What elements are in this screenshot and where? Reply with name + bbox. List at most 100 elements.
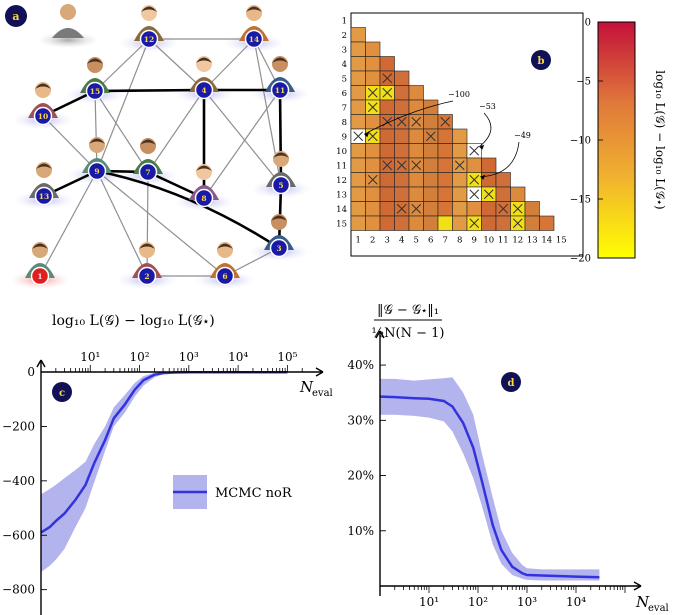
- node-10: [33, 106, 53, 126]
- heatmap-row-label-6: 6: [342, 89, 347, 99]
- y-tick-label-c-3: −600: [2, 528, 35, 542]
- annotation-arrowhead-2: [480, 174, 486, 180]
- heatmap-cross-15-9: [469, 218, 480, 229]
- heatmap-col-label-4: 4: [399, 236, 404, 246]
- node-label-7: 7: [145, 168, 150, 177]
- heatmap-row-label-1: 1: [342, 16, 347, 26]
- person-11-hair: [272, 57, 288, 63]
- panel-badge-a: a: [5, 5, 27, 27]
- heatmap-cell-13-8: [452, 186, 468, 202]
- heatmap-cell-15-5: [408, 215, 424, 231]
- annotation-arrowhead-0: [364, 132, 370, 138]
- heatmap-row-label-15: 15: [336, 219, 347, 229]
- person-2-hair: [139, 243, 155, 249]
- colorbar-tick-label-4: −20: [570, 254, 591, 265]
- heatmap-cell-9-7: [437, 128, 453, 144]
- heatmap-cross-13-10: [483, 189, 494, 200]
- edge-thick-15-4: [94, 88, 205, 93]
- x-tick-label-c-2: 10³: [179, 350, 199, 364]
- heatmap-cell-14-10: [481, 201, 497, 217]
- node-label-12: 12: [144, 35, 154, 44]
- heatmap-row-label-4: 4: [342, 60, 347, 70]
- heatmap-cell-13-7: [437, 186, 453, 202]
- node-14: [244, 29, 264, 49]
- x-axis-label-sub-d: eval: [648, 603, 669, 614]
- heatmap-row-label-8: 8: [342, 118, 347, 128]
- edge-4-7: [147, 89, 205, 173]
- band-c: [41, 372, 288, 572]
- heatmap-cross-5-3: [382, 73, 393, 84]
- node-label-6: 6: [222, 272, 227, 281]
- heatmap-cell-13-4: [394, 186, 410, 202]
- x-tick-label-c-1: 10²: [130, 350, 150, 364]
- person-5-hair: [273, 152, 289, 158]
- person-extra-head: [60, 4, 76, 20]
- x-tick-label-d-1: 10²: [468, 595, 488, 609]
- halo-extra: [38, 32, 98, 48]
- x-axis-arrow-d: [633, 581, 642, 591]
- heatmap-cell-8-2: [365, 114, 381, 130]
- edge-12-9: [96, 38, 150, 172]
- y-tick-label-c-0: 0: [27, 365, 35, 379]
- heatmap-cell-12-7: [437, 172, 453, 188]
- heatmap-cross-white-13-9: [469, 189, 480, 200]
- heatmap-cell-14-3: [379, 201, 395, 217]
- node-13: [34, 186, 54, 206]
- heatmap-cell-8-1: [350, 114, 366, 130]
- heatmap-cross-9-6: [425, 131, 436, 142]
- node-11: [270, 80, 290, 100]
- edge-9-2: [96, 170, 148, 277]
- x-tick-label-d-2: 10³: [517, 595, 537, 609]
- edge-14-4: [203, 38, 255, 91]
- heatmap-cell-7-1: [350, 99, 366, 115]
- colorbar-tick-label-1: −5: [576, 77, 591, 88]
- edge-9-6: [96, 170, 226, 277]
- node-5: [271, 175, 291, 195]
- heatmap-row-label-9: 9: [342, 132, 347, 142]
- node-label-9: 9: [94, 167, 99, 176]
- network-edges: [39, 38, 283, 277]
- person-10-hair: [35, 83, 51, 89]
- heatmap-cross-11-5: [411, 160, 422, 171]
- person-9-hair: [89, 138, 105, 144]
- node-label-13: 13: [39, 192, 49, 201]
- heatmap-cell-11-9: [466, 157, 482, 173]
- node-3: [269, 238, 289, 258]
- person-3-hair: [271, 215, 287, 221]
- heatmap-cell-11-1: [350, 157, 366, 173]
- series-line-d: [379, 395, 600, 579]
- edge-12-15: [94, 38, 150, 92]
- x-axis-label-d: N: [635, 593, 650, 611]
- heatmap-row-label-12: 12: [336, 176, 347, 186]
- heatmap-cell-13-6: [423, 186, 439, 202]
- heatmap-cell-15-14: [539, 215, 555, 231]
- heatmap-annotations: −100 −53 −49: [364, 90, 531, 180]
- node-12: [139, 29, 159, 49]
- person-6-hair: [217, 243, 233, 249]
- heatmap-col-label-15: 15: [556, 236, 567, 246]
- heatmap-cell-10-7: [437, 143, 453, 159]
- heatmap-cross-12-2: [367, 174, 378, 185]
- y-tick-label-d-2: 30%: [347, 413, 374, 427]
- heatmap-col-label-14: 14: [541, 236, 552, 246]
- heatmap-cell-10-3: [379, 143, 395, 159]
- heatmap-col-labels: 1 2 3 4 5 6 7 8 9 10 11 12 13 14 15: [356, 236, 567, 246]
- y-axis-arrow-d: [375, 330, 385, 339]
- edge-15-7: [94, 90, 149, 173]
- heatmap-cell-15-1: [350, 215, 366, 231]
- heatmap-cell-6-4: [394, 85, 410, 101]
- x-tick-label-c-0: 10¹: [80, 350, 100, 364]
- heatmap-cross-15-12: [512, 218, 523, 229]
- heatmap-cells: [350, 27, 555, 231]
- edge-4-5: [203, 89, 282, 186]
- heatmap-cell-9-5: [408, 128, 424, 144]
- node-6: [215, 266, 235, 286]
- person-13-hair: [36, 163, 52, 169]
- heatmap-cell-12-3: [379, 172, 395, 188]
- heatmap-cell-11-10: [481, 157, 497, 173]
- legend: MCMC noR: [173, 475, 293, 509]
- heatmap-cell-12-11: [495, 172, 511, 188]
- heatmap-col-label-3: 3: [385, 236, 390, 246]
